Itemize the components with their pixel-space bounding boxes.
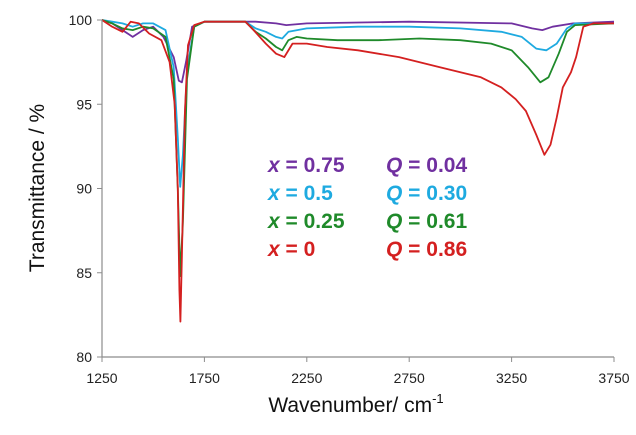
- legend-q-value: = 0.30: [402, 182, 467, 205]
- series-line-2: [101, 19, 615, 278]
- x-tick-label: 3250: [496, 370, 527, 386]
- plot-lines: [101, 19, 615, 323]
- legend-q-var: Q: [386, 238, 402, 261]
- legend: x = 0.75 Q = 0.04 x = 0.5 Q = 0.30 x = 0.25 Q…: [267, 154, 467, 261]
- y-ticks: 80 85 90 95 100: [69, 12, 102, 365]
- y-tick-label: 80: [76, 349, 92, 365]
- x-tick-label: 1750: [189, 370, 220, 386]
- series-line-1: [101, 19, 614, 188]
- legend-x-label: x = 0: [267, 238, 315, 261]
- legend-q-label: Q = 0.86: [386, 238, 467, 261]
- x-tick-label: 3750: [598, 370, 629, 386]
- y-tick-label: 100: [69, 12, 93, 28]
- legend-q-label: Q = 0.30: [386, 182, 467, 205]
- legend-x-label: x = 0.5: [267, 182, 333, 205]
- legend-q-var: Q: [386, 210, 402, 233]
- y-tick-label: 95: [76, 96, 92, 112]
- series-line-3: [101, 19, 614, 323]
- x-tick-label: 2250: [291, 370, 322, 386]
- x-tick-label: 2750: [394, 370, 425, 386]
- legend-x-value: = 0.25: [280, 210, 345, 233]
- legend-x-var: x: [267, 210, 281, 233]
- x-tick-label: 1250: [86, 370, 117, 386]
- legend-x-value: = 0.5: [280, 182, 333, 205]
- legend-x-var: x: [267, 154, 281, 177]
- legend-q-value: = 0.86: [402, 238, 467, 261]
- legend-x-var: x: [267, 238, 281, 261]
- legend-q-value: = 0.04: [402, 154, 467, 177]
- legend-x-var: x: [267, 182, 281, 205]
- y-tick-label: 90: [76, 181, 92, 197]
- legend-q-label: Q = 0.61: [386, 210, 467, 233]
- x-ticks: 1250 1750 2250 2750 3250 3750: [86, 357, 630, 386]
- legend-q-label: Q = 0.04: [386, 154, 467, 177]
- legend-x-label: x = 0.25: [267, 210, 345, 233]
- legend-x-value: = 0: [280, 238, 316, 261]
- y-axis-title: Transmittance / %: [26, 104, 49, 272]
- legend-q-value: = 0.61: [402, 210, 467, 233]
- y-tick-label: 85: [76, 265, 92, 281]
- legend-x-value: = 0.75: [280, 154, 345, 177]
- x-axis-title: Wavenumber/ cm-1: [268, 391, 443, 417]
- legend-q-var: Q: [386, 154, 402, 177]
- axes: [101, 20, 614, 358]
- legend-q-var: Q: [386, 182, 402, 205]
- legend-x-label: x = 0.75: [267, 154, 345, 177]
- x-axis-title-main: Wavenumber/ cm: [268, 394, 432, 417]
- x-axis-title-superscript: -1: [432, 391, 444, 406]
